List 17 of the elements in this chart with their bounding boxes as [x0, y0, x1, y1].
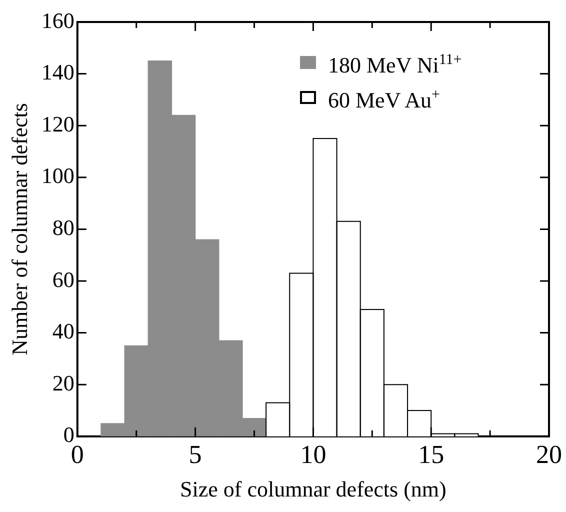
y-tick-label: 60 — [52, 266, 74, 292]
y-tick-label: 80 — [52, 214, 74, 240]
x-axis-title: Size of columnar defects (nm) — [180, 476, 446, 502]
x-tick-label: 15 — [418, 440, 444, 469]
legend-label: 60 MeV Au$^{+}$ — [328, 86, 440, 115]
x-tick-label: 5 — [188, 440, 202, 469]
y-tick-label: 0 — [63, 422, 74, 448]
y-tick-label: 120 — [41, 111, 74, 136]
y-axis-title: Number of columnar defects — [6, 103, 32, 356]
x-tick-label: 10 — [300, 440, 326, 469]
legend-label: 180 MeV Ni$^{11+}$ — [328, 51, 462, 80]
y-tick-label: 20 — [52, 370, 74, 396]
y-tick-label: 40 — [52, 318, 74, 344]
x-tick-label: 20 — [536, 440, 562, 469]
y-tick-label: 160 — [41, 8, 74, 33]
y-tick-label: 140 — [41, 60, 74, 85]
y-tick-label: 100 — [41, 163, 74, 188]
